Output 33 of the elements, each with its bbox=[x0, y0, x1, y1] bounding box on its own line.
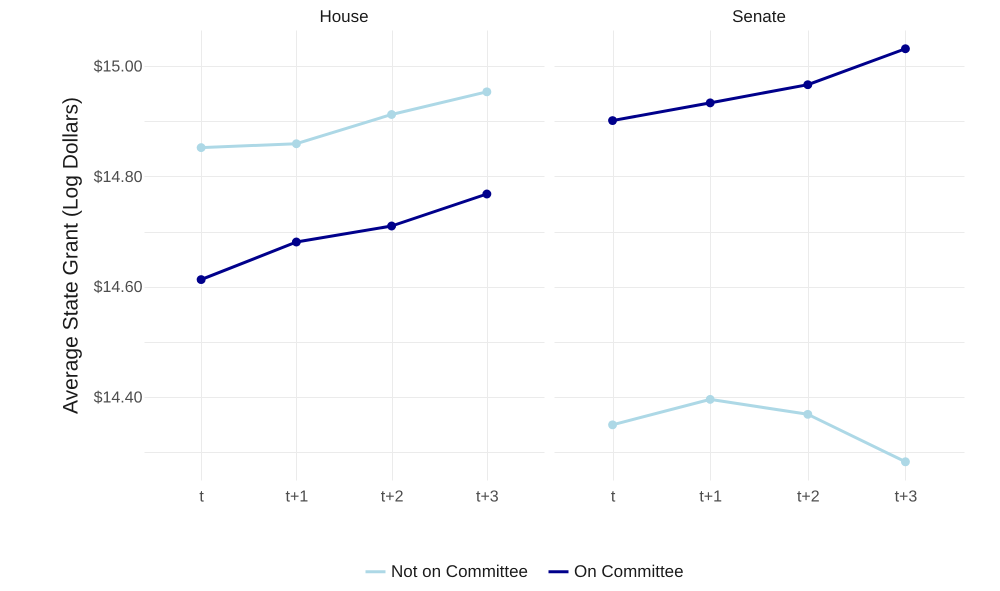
chart-title: Senate bbox=[732, 7, 786, 26]
y-tick-label: $15.00 bbox=[94, 58, 143, 76]
x-tick-label: t+3 bbox=[476, 488, 499, 506]
legend-label: Not on Committee bbox=[391, 562, 528, 581]
x-tick-label: t+1 bbox=[286, 488, 308, 506]
point bbox=[292, 238, 301, 246]
point bbox=[292, 139, 301, 148]
point bbox=[706, 394, 715, 404]
point bbox=[803, 80, 812, 90]
x-tick-label: t+1 bbox=[699, 488, 722, 506]
point bbox=[482, 190, 492, 198]
point bbox=[196, 275, 206, 284]
point bbox=[706, 98, 715, 108]
point bbox=[196, 143, 206, 152]
x-tick-label: t bbox=[610, 488, 616, 506]
x-tick-label: t+3 bbox=[894, 488, 918, 506]
y-tick-label: $14.60 bbox=[94, 279, 143, 296]
point bbox=[387, 110, 396, 119]
point bbox=[387, 222, 396, 230]
y-axis-title: Average State Grant (Log Dollars) bbox=[60, 96, 83, 414]
x-tick-label: t+2 bbox=[796, 488, 820, 506]
point bbox=[900, 44, 910, 54]
point bbox=[608, 116, 618, 126]
x-tick-label: t bbox=[199, 488, 204, 506]
point bbox=[900, 457, 910, 466]
y-tick-label: $14.40 bbox=[94, 390, 143, 407]
legend-label: On Committee bbox=[574, 562, 684, 581]
x-tick-label: t+2 bbox=[380, 488, 404, 506]
y-tick-label: $14.80 bbox=[94, 168, 143, 186]
point bbox=[482, 87, 492, 96]
point bbox=[803, 410, 812, 419]
point bbox=[608, 420, 618, 430]
chart-title: House bbox=[319, 7, 369, 26]
